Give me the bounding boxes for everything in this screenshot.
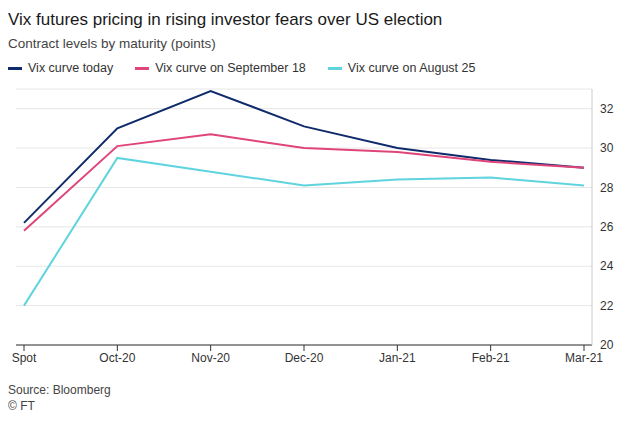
html-text:Vix futures pricing in rising: Vix futures pricing in rising investor f… — [8, 10, 443, 29]
svg-text:Nov-20: Nov-20 — [191, 351, 230, 365]
html-text:Source: Bloomberg: Source: Bloomberg — [8, 383, 111, 397]
html-text:Vix curve today: Vix curve today — [28, 61, 114, 75]
svg-text:Spot: Spot — [12, 351, 37, 365]
svg-text:22: 22 — [600, 299, 614, 313]
html-text:Contract levels by maturity (p: Contract levels by maturity (points) — [8, 36, 216, 51]
html-text:Vix curve on August 25: Vix curve on August 25 — [347, 61, 476, 75]
svg-text:Dec-20: Dec-20 — [285, 351, 324, 365]
html-text:Vix curve on September 18: Vix curve on September 18 — [155, 61, 306, 75]
svg-text:Mar-21: Mar-21 — [565, 351, 603, 365]
svg-text:Jan-21: Jan-21 — [379, 351, 416, 365]
html-text:© FT: © FT — [8, 399, 35, 413]
svg-text:26: 26 — [600, 220, 614, 234]
svg-text:20: 20 — [600, 338, 614, 352]
svg-text:30: 30 — [600, 141, 614, 155]
svg-text:Oct-20: Oct-20 — [99, 351, 135, 365]
svg-text:28: 28 — [600, 181, 614, 195]
svg-text:Feb-21: Feb-21 — [472, 351, 510, 365]
svg-text:24: 24 — [600, 259, 614, 273]
svg-text:32: 32 — [600, 102, 614, 116]
